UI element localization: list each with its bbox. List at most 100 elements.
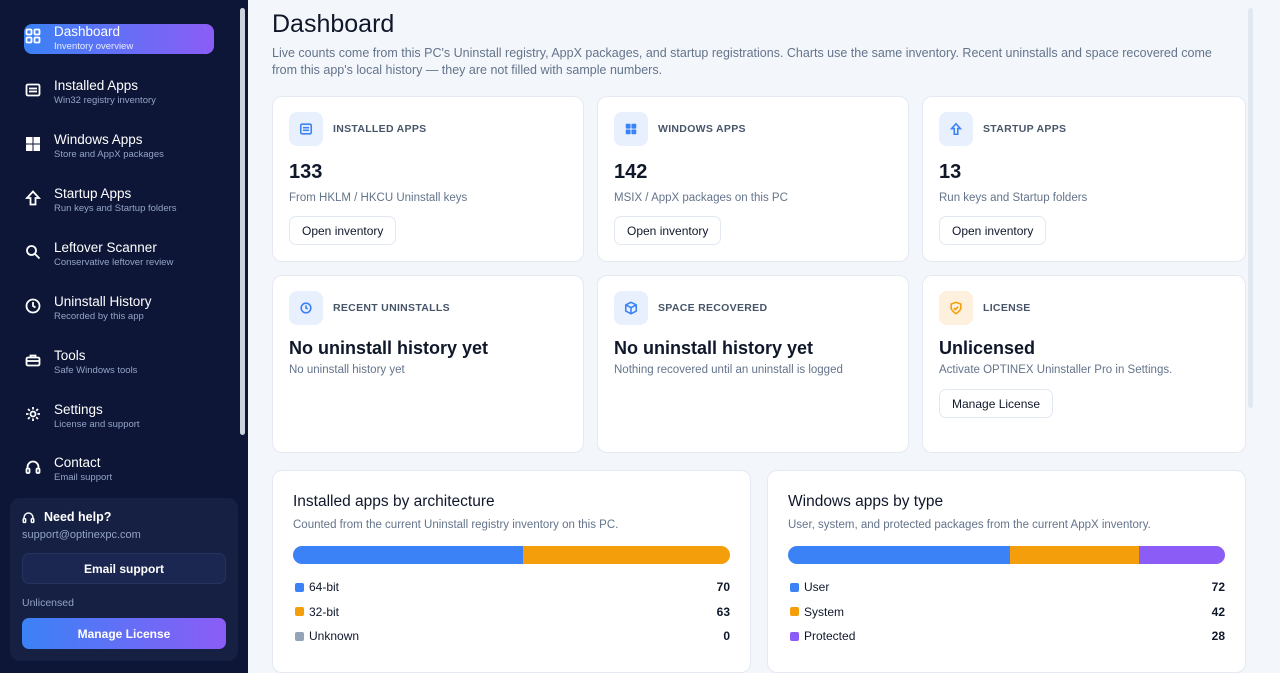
bar-segment-user [788, 546, 1010, 564]
card-subtitle: From HKLM / HKCU Uninstall keys [289, 192, 468, 204]
legend-swatch [790, 607, 799, 616]
windows-icon [24, 135, 42, 153]
card-label: SPACE RECOVERED [658, 302, 768, 314]
sidebar-item-sublabel: License and support [54, 419, 140, 430]
space-recovered-card: SPACE RECOVERED No uninstall history yet… [597, 275, 909, 453]
legend-label: System [804, 604, 845, 619]
sidebar-item-label: Leftover Scanner [54, 240, 157, 255]
sidebar-item-leftover-scanner[interactable]: Leftover Scanner Conservative leftover re… [24, 240, 214, 270]
legend-value: 0 [723, 629, 730, 643]
sidebar-item-label: Windows Apps [54, 132, 143, 147]
legend-label: 64-bit [309, 580, 340, 594]
legend-label: Protected [804, 629, 856, 643]
stacked-bar [293, 546, 730, 564]
list-icon [289, 112, 323, 146]
email-support-button[interactable]: Email support [22, 553, 226, 584]
stacked-bar [788, 546, 1225, 564]
grid-icon [24, 27, 42, 45]
card-value: 13 [939, 161, 962, 183]
bar-segment-64-bit [293, 546, 523, 564]
headset-icon [24, 458, 42, 476]
card-label: RECENT UNINSTALLS [333, 302, 450, 314]
help-title-text: Need help? [44, 510, 112, 524]
legend-label: 32-bit [309, 604, 340, 619]
sidebar-item-label: Contact [54, 455, 101, 470]
clock-icon [289, 291, 323, 325]
card-subtitle: No uninstall history yet [289, 364, 405, 376]
card-label: STARTUP APPS [983, 123, 1067, 135]
sidebar-item-sublabel: Inventory overview [54, 41, 134, 52]
legend-item: Protected [790, 629, 855, 643]
legend-item: System [790, 605, 844, 619]
sidebar-item-label: Startup Apps [54, 186, 132, 201]
card-subtitle: Activate OPTINEX Uninstaller Pro in Sett… [939, 364, 1173, 376]
sidebar-scrollbar[interactable] [240, 8, 245, 435]
legend-item: 32-bit [295, 605, 339, 619]
sidebar-item-label: Installed Apps [54, 78, 139, 93]
sidebar-item-label: Dashboard [54, 24, 121, 39]
sidebar-item-tools[interactable]: Tools Safe Windows tools [24, 348, 214, 378]
support-email[interactable]: support@optinexpc.com [22, 529, 141, 541]
legend-swatch [295, 631, 304, 641]
sidebar-item-sublabel: Store and AppX packages [54, 149, 164, 160]
page-title: Dashboard [272, 10, 395, 38]
main-scrollbar[interactable] [1248, 8, 1253, 408]
sidebar-item-installed-apps[interactable]: Installed Apps Win32 registry inventory [24, 78, 214, 108]
windows-icon [614, 112, 648, 146]
card-value: Unlicensed [939, 338, 1036, 358]
open-inventory-button[interactable]: Open inventory [939, 216, 1047, 245]
sidebar-item-sublabel: Recorded by this app [54, 311, 144, 322]
sidebar-item-label: Tools [54, 348, 86, 363]
legend-value: 28 [1211, 629, 1225, 643]
page-description: Live counts come from this PC's Uninstal… [272, 46, 1212, 77]
legend-swatch [295, 607, 304, 616]
manage-license-button[interactable]: Manage License [22, 618, 226, 649]
recent-uninstalls-card: RECENT UNINSTALLS No uninstall history y… [272, 275, 584, 453]
license-card: LICENSE Unlicensed Activate OPTINEX Unin… [922, 275, 1246, 453]
open-inventory-button[interactable]: Open inventory [289, 216, 397, 245]
sidebar-item-settings[interactable]: Settings License and support [24, 402, 214, 432]
sidebar-item-contact[interactable]: Contact Email support [24, 455, 214, 485]
legend-swatch [790, 631, 799, 641]
sidebar-item-sublabel: Email support [54, 472, 113, 483]
chart-subtitle: User, system, and protected packages fro… [788, 519, 1151, 531]
legend-swatch [790, 582, 799, 592]
toolbox-icon [24, 351, 42, 369]
bar-segment-system [1009, 546, 1139, 564]
card-value: No uninstall history yet [289, 338, 489, 358]
sidebar-item-windows-apps[interactable]: Windows Apps Store and AppX packages [24, 132, 214, 162]
manage-license-button[interactable]: Manage License [939, 389, 1054, 418]
legend-label: User [804, 580, 830, 594]
legend-value: 72 [1211, 580, 1225, 594]
headset-icon [22, 511, 35, 523]
installed-apps-card: INSTALLED APPS 133 From HKLM / HKCU Unin… [272, 96, 584, 262]
legend-value: 70 [716, 580, 730, 594]
gear-icon [24, 405, 42, 423]
card-subtitle: Run keys and Startup folders [939, 192, 1088, 204]
chart-title: Windows apps by type [788, 493, 944, 510]
license-status: Unlicensed [22, 597, 74, 609]
card-label: WINDOWS APPS [658, 123, 746, 135]
sidebar-item-label: Settings [54, 402, 103, 417]
windows-type-chart-card: Windows apps by type User, system, and p… [767, 470, 1246, 673]
legend-label: Unknown [309, 629, 360, 643]
sidebar: Dashboard Inventory overview Installed Ap… [0, 0, 248, 673]
legend-item: Unknown [295, 629, 359, 643]
sidebar-item-uninstall-history[interactable]: Uninstall History Recorded by this app [24, 294, 214, 324]
card-value: 142 [614, 161, 648, 183]
sidebar-item-startup-apps[interactable]: Startup Apps Run keys and Startup folders [24, 186, 214, 216]
open-inventory-button[interactable]: Open inventory [614, 216, 722, 245]
sidebar-item-dashboard[interactable]: Dashboard Inventory overview [24, 24, 214, 54]
list-icon [24, 81, 42, 99]
legend-swatch [295, 582, 304, 592]
arrow-up-icon [24, 189, 42, 207]
help-title: Need help? [22, 510, 111, 524]
bar-segment-32-bit [523, 546, 730, 564]
legend-value: 63 [716, 604, 730, 619]
card-value: 133 [289, 161, 323, 183]
search-icon [24, 243, 42, 261]
card-value: No uninstall history yet [614, 338, 814, 358]
sidebar-item-sublabel: Run keys and Startup folders [54, 203, 177, 214]
card-label: INSTALLED APPS [333, 123, 427, 135]
chart-title: Installed apps by architecture [293, 493, 495, 510]
